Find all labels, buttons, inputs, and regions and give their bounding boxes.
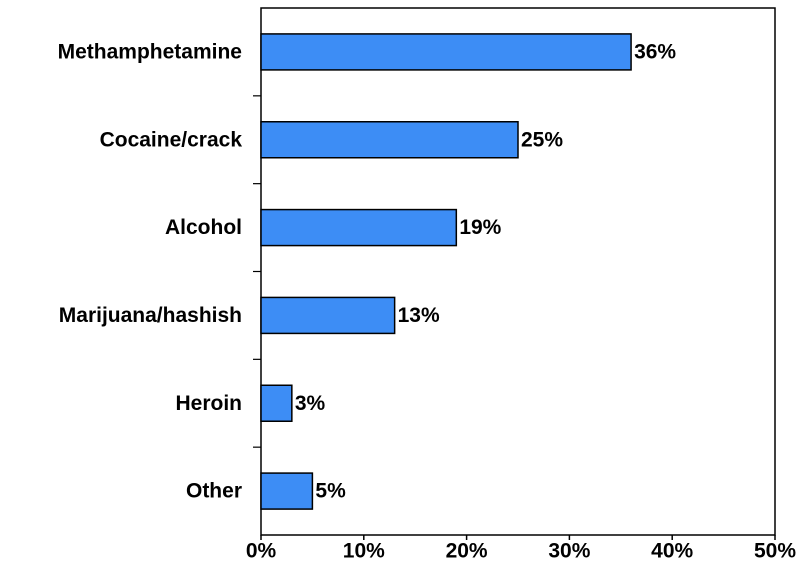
y-tick-label: Other [186,480,242,503]
x-tick-label: 10% [343,540,385,563]
x-tick-label: 40% [651,540,693,563]
x-tick-label: 50% [754,540,796,563]
y-tick-label: Methamphetamine [58,40,242,63]
bar [260,472,314,510]
bar [260,208,458,247]
x-tick-label: 0% [246,540,277,563]
value-label: 19% [459,216,501,239]
value-label: 13% [398,304,440,327]
bar [260,121,519,159]
value-label: 3% [295,392,326,415]
bar [260,384,293,422]
value-label: 25% [521,128,563,151]
x-tick-label: 20% [446,540,488,563]
value-label: 5% [315,480,346,503]
x-tick-label: 30% [548,540,590,563]
y-tick-label: Heroin [175,392,242,415]
y-tick-label: Cocaine/crack [100,128,243,151]
y-tick-label: Marijuana/hashish [59,304,242,327]
value-label: 36% [634,40,676,63]
bar [260,296,396,335]
plot-frame [260,7,776,536]
bar [260,33,632,71]
y-tick-label: Alcohol [165,216,242,239]
